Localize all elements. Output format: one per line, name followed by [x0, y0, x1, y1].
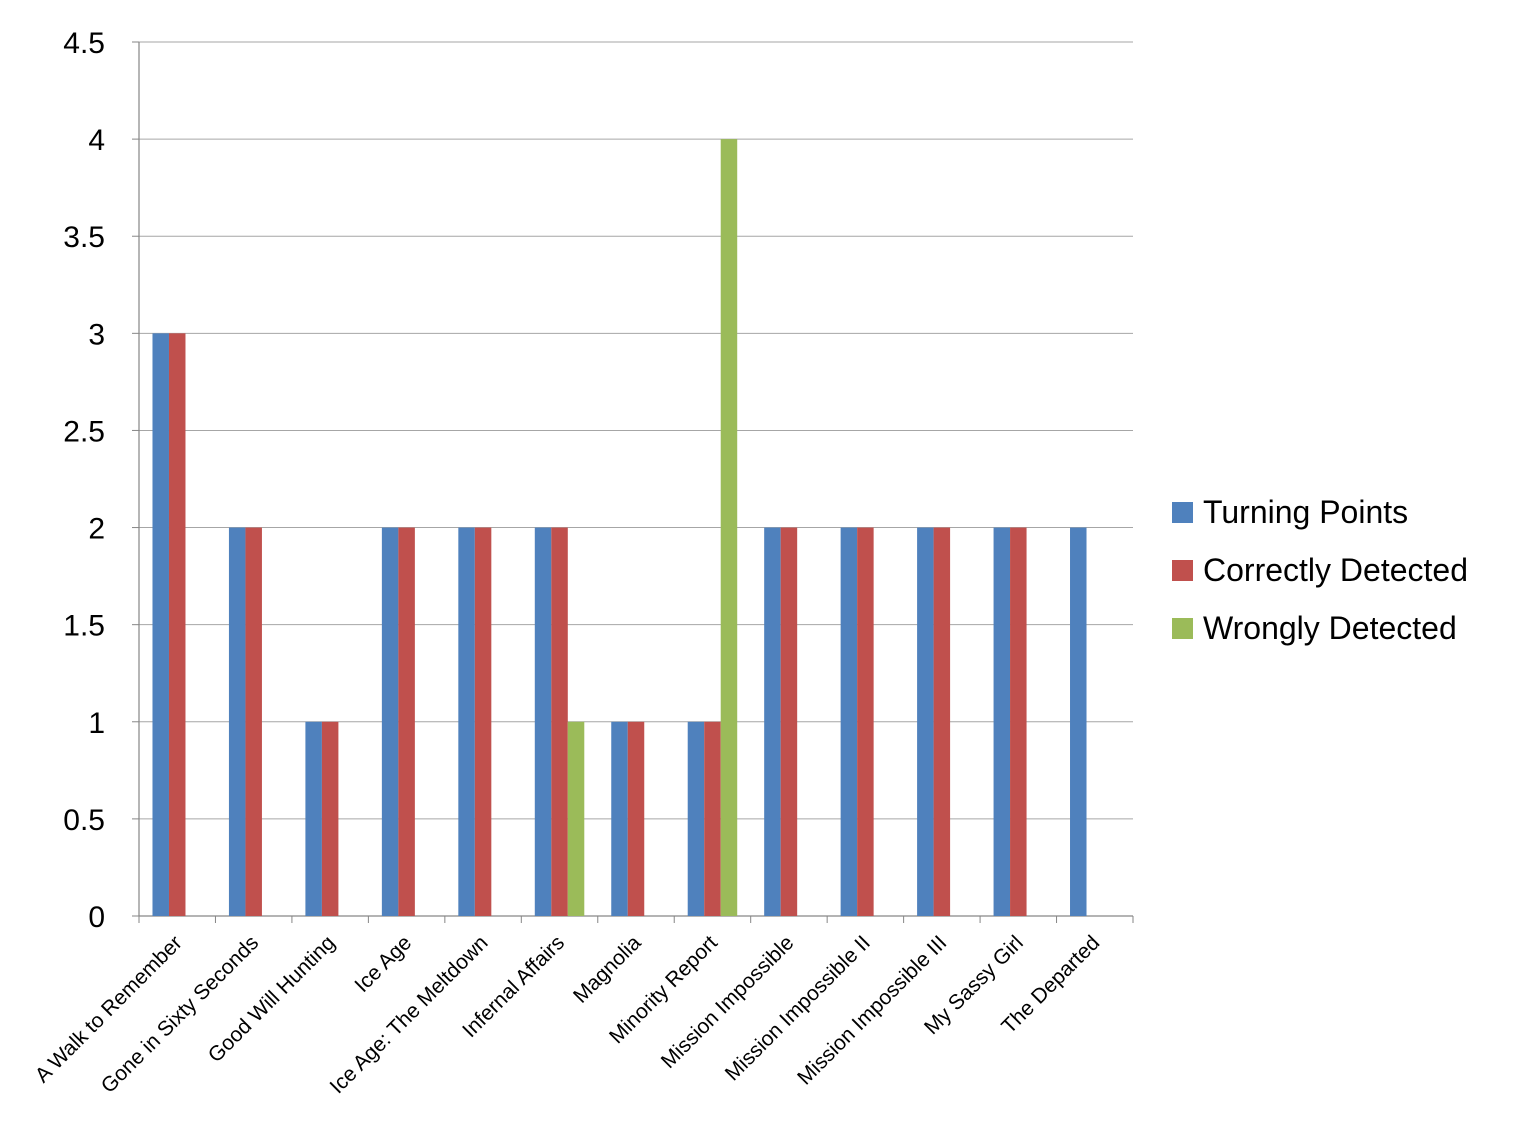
- y-tick-label: 3: [88, 318, 105, 351]
- y-tick-label: 4.5: [63, 27, 105, 60]
- y-tick-label: 4: [88, 124, 105, 157]
- legend-swatch: [1172, 502, 1193, 523]
- bar-turning-points-6: [611, 721, 628, 916]
- legend: Turning Points Correctly Detected Wrongly …: [1172, 494, 1468, 646]
- bar-turning-points-10: [917, 527, 934, 916]
- bar-correctly-detected-4: [474, 527, 492, 916]
- bar-correctly-detected-6: [627, 721, 645, 916]
- bar-correctly-detected-5: [551, 527, 568, 916]
- y-tick-label: 1.5: [63, 610, 105, 643]
- y-tick-label: 1: [88, 707, 105, 740]
- bar-correctly-detected-9: [857, 527, 874, 916]
- bar-correctly-detected-1: [245, 527, 262, 916]
- x-tick-label: Magnolia: [569, 931, 646, 1008]
- x-tick-label: Gone in Sixty Seconds: [97, 931, 263, 1097]
- bar-turning-points-4: [458, 527, 475, 916]
- x-tick-label: A Walk to Remember: [31, 931, 187, 1087]
- bar-turning-points-0: [152, 333, 169, 916]
- legend-swatch: [1172, 618, 1193, 639]
- gridlines: [139, 41, 1133, 820]
- y-tick-label: 3.5: [63, 221, 105, 254]
- x-tick-label: Ice Age: The Meltdown: [326, 931, 493, 1098]
- y-tick-label: 2.5: [63, 415, 105, 448]
- legend-label: Turning Points: [1203, 494, 1408, 530]
- bar-correctly-detected-10: [933, 527, 951, 916]
- y-tick-labels: 0 0.5 1 1.5 2 2.5 3 3.5 4 4.5: [63, 27, 105, 934]
- bar-correctly-detected-11: [1010, 527, 1027, 916]
- x-tick-label: Good Will Hunting: [204, 931, 340, 1067]
- y-tick-label: 2: [88, 513, 105, 546]
- bar-turning-points-3: [381, 527, 399, 916]
- bars: [152, 139, 1087, 917]
- bar-turning-points-8: [764, 527, 781, 916]
- bar-correctly-detected-7: [704, 721, 721, 916]
- legend-label: Wrongly Detected: [1203, 610, 1457, 646]
- bar-turning-points-7: [687, 721, 705, 916]
- bar-correctly-detected-0: [168, 333, 186, 916]
- legend-label: Correctly Detected: [1203, 552, 1468, 588]
- bar-turning-points-5: [534, 527, 552, 916]
- legend-swatch: [1172, 560, 1193, 581]
- bar-turning-points-12: [1070, 527, 1087, 916]
- y-tick-label: 0.5: [63, 804, 105, 837]
- x-tick-label: Mission Impossible: [657, 931, 799, 1073]
- x-tick-label: Mission Impossible II: [721, 931, 875, 1085]
- bar-correctly-detected-2: [321, 721, 339, 916]
- bar-correctly-detected-3: [398, 527, 415, 916]
- y-tick-label: 0: [88, 901, 105, 934]
- bar-turning-points-1: [228, 527, 246, 916]
- bar-correctly-detected-8: [780, 527, 798, 916]
- bar-turning-points-11: [993, 527, 1011, 916]
- x-tick-label: Mission Impossible III: [793, 931, 951, 1089]
- bar-turning-points-2: [305, 721, 322, 916]
- x-tick-label: Ice Age: [350, 931, 416, 997]
- bar-wrongly-detected-7: [720, 139, 738, 917]
- bar-wrongly-detected-5: [567, 721, 585, 916]
- bar-turning-points-9: [840, 527, 858, 916]
